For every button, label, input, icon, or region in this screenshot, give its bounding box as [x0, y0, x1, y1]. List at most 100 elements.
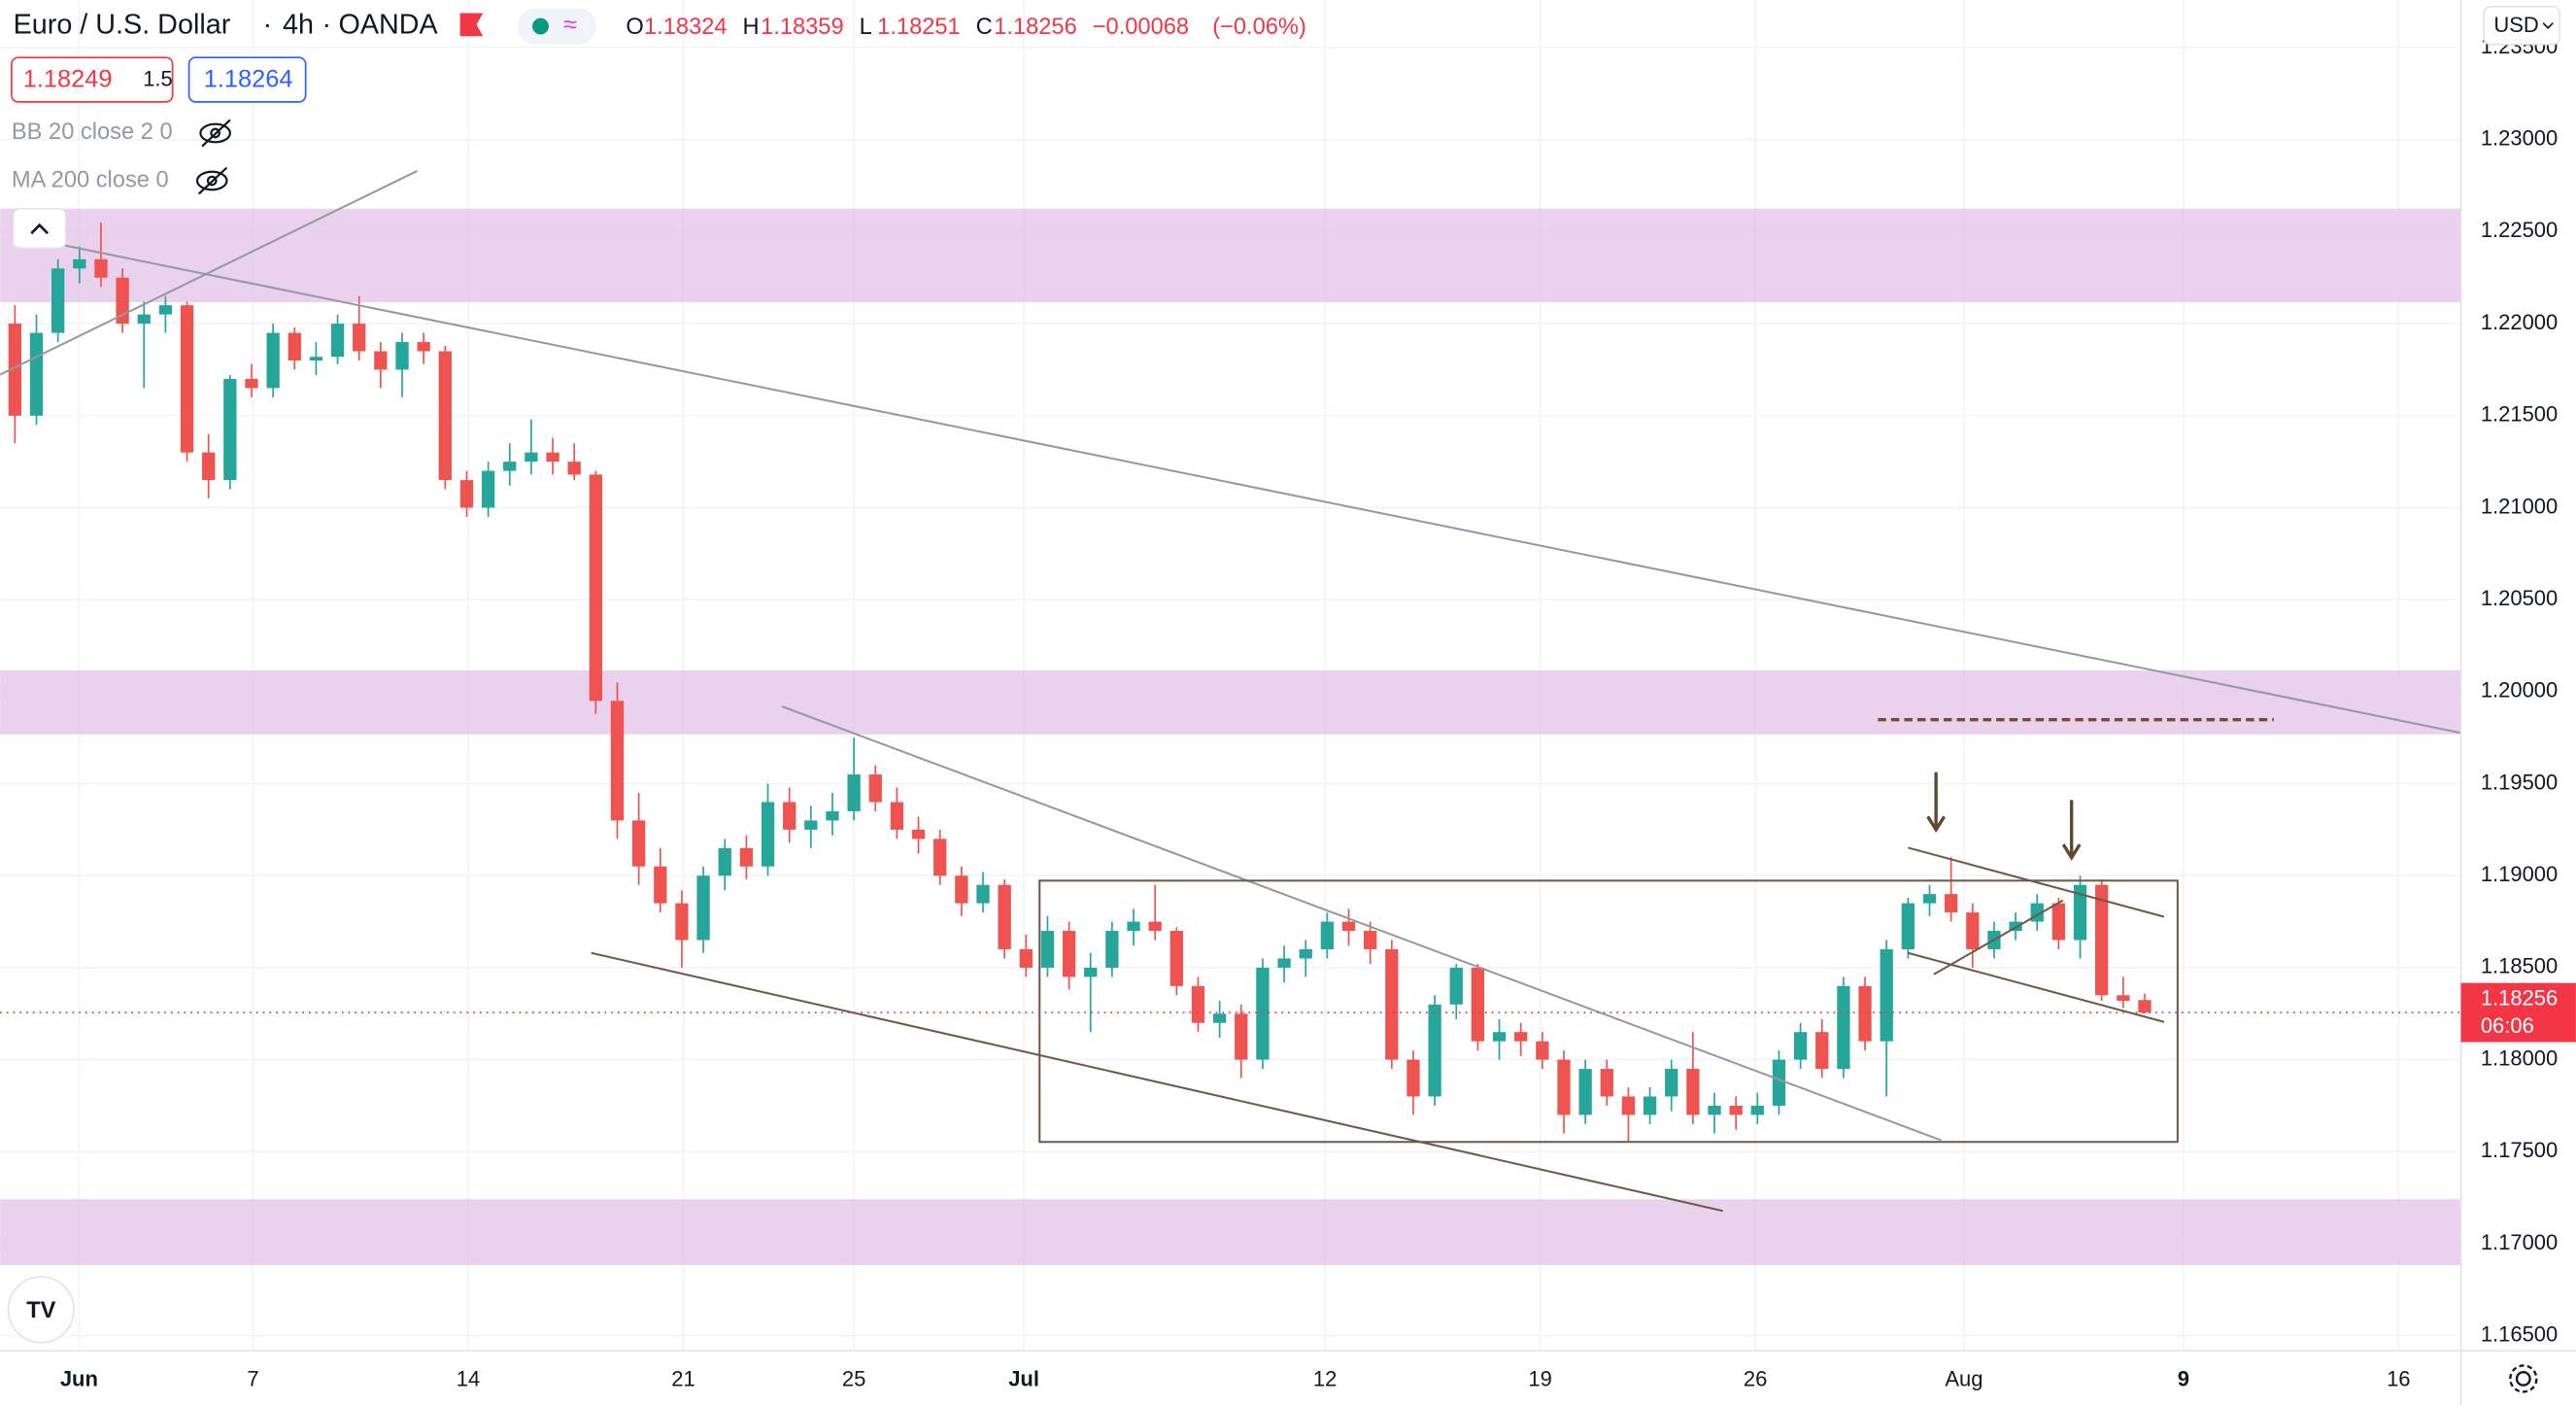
- candle-body: [1385, 948, 1399, 1060]
- interval: 4h: [283, 10, 314, 41]
- candle-body: [202, 452, 216, 481]
- candles: [8, 222, 2152, 1143]
- candle-body: [631, 820, 646, 867]
- candle-body: [353, 324, 366, 352]
- settings-icon[interactable]: [2509, 1364, 2538, 1393]
- y-tick-label: 1.19500: [2481, 770, 2558, 794]
- x-tick-label: 19: [1528, 1366, 1551, 1390]
- candle-body: [933, 839, 947, 876]
- chevron: [30, 223, 50, 235]
- y-tick-label: 1.18500: [2481, 954, 2558, 978]
- y-tick-label: 1.22000: [2481, 310, 2558, 334]
- trend-line: [0, 170, 418, 376]
- candle-body: [330, 324, 345, 358]
- ohlc-value: 1.18324: [644, 15, 728, 40]
- candle-body: [2051, 903, 2066, 941]
- x-tick-label: 16: [2387, 1366, 2410, 1390]
- candle-body: [481, 470, 495, 508]
- indicator: MA 200 close 0: [12, 167, 169, 192]
- candle-body: [525, 452, 538, 463]
- y-tick-label: 1.17500: [2481, 1138, 2558, 1162]
- candle-body: [718, 847, 731, 876]
- zone: [0, 208, 2461, 303]
- candle-body: [2138, 1000, 2152, 1013]
- candle-body: [395, 342, 409, 370]
- y-tick-label: 1.21500: [2481, 402, 2558, 427]
- candle-body: [1040, 931, 1055, 968]
- candle-body: [1536, 1041, 1549, 1060]
- candle-body: [1191, 985, 1205, 1023]
- x-tick-label: 25: [842, 1366, 865, 1390]
- candle-body: [2009, 921, 2022, 932]
- candle-body: [1578, 1069, 1592, 1115]
- candle-body: [1341, 921, 1356, 932]
- candle-body: [589, 474, 602, 702]
- exchange: OANDA: [338, 10, 438, 41]
- candle-body: [567, 462, 581, 475]
- x-tick-label: Aug: [1945, 1366, 1983, 1390]
- candle-body: [223, 378, 237, 481]
- candle-body: [116, 277, 129, 325]
- candle-body: [94, 258, 108, 278]
- x-tick-label: 26: [1744, 1366, 1767, 1390]
- ohlc-label: L: [860, 15, 872, 40]
- range-box: [1038, 879, 2179, 1144]
- candle-body: [180, 305, 194, 453]
- candle-body: [675, 903, 689, 941]
- flag-icon[interactable]: [459, 13, 484, 37]
- candle-body: [288, 332, 301, 360]
- candle-body: [1557, 1059, 1571, 1115]
- indicator: BB 20 close 2 0: [12, 120, 173, 145]
- x-tick-label: 21: [671, 1366, 695, 1390]
- y-tick-label: 1.17000: [2481, 1230, 2558, 1254]
- candle-body: [1729, 1105, 1743, 1115]
- zone: [0, 1199, 2461, 1265]
- zones: [0, 208, 2461, 1265]
- candle-body: [2073, 884, 2087, 941]
- candle-body: [1364, 931, 1377, 949]
- y-tick-label: 1.20500: [2481, 586, 2558, 610]
- x-tick-label: 7: [247, 1366, 258, 1390]
- symbol: Euro / U.S. Dollar: [14, 10, 231, 41]
- candle-body: [1944, 894, 1958, 913]
- candle-body: [1837, 985, 1850, 1070]
- x-tick-label: 14: [457, 1366, 480, 1390]
- logo-button[interactable]: [7, 1276, 76, 1344]
- candle-body: [1686, 1069, 1700, 1115]
- y-tick-label: 1.21000: [2481, 494, 2558, 518]
- candle-body: [654, 866, 667, 904]
- candle-body: [1793, 1032, 1808, 1060]
- bid-box[interactable]: [11, 56, 174, 103]
- candle-body: [998, 884, 1011, 949]
- ask-box[interactable]: [187, 56, 307, 103]
- currency-box[interactable]: [2483, 5, 2560, 46]
- status-pill[interactable]: [517, 8, 596, 45]
- candle-body: [374, 351, 388, 370]
- candle-body: [976, 884, 990, 904]
- candle-body: [1407, 1059, 1420, 1097]
- ask: 1.18264: [204, 66, 293, 93]
- candle-body: [1148, 921, 1162, 932]
- candle-body: [2095, 884, 2109, 996]
- y-tick-label: 1.23000: [2481, 126, 2558, 151]
- time-axis-bg: [0, 1351, 2461, 1405]
- x-tick-label: Jul: [1008, 1366, 1039, 1390]
- collapse-button[interactable]: [12, 207, 67, 250]
- ohlc-value: 1.18251: [877, 15, 961, 40]
- trend-line: [13, 233, 2460, 735]
- ohlc: O 1.18324 H 1.18359 L 1.18251 C 1.18256: [626, 15, 1076, 40]
- candle-body: [1428, 1004, 1441, 1097]
- zone: [0, 669, 2461, 735]
- candle-body: [1277, 958, 1291, 968]
- y-tick-label: 1.20000: [2481, 678, 2558, 702]
- candle-body: [1815, 1032, 1829, 1070]
- candle-body: [158, 305, 173, 315]
- candle-body: [1299, 948, 1312, 959]
- eye-icons[interactable]: [195, 119, 231, 195]
- candle-body: [459, 480, 474, 508]
- candle-body: [417, 342, 430, 352]
- bid: 1.18249: [23, 66, 113, 93]
- candle-body: [868, 774, 882, 803]
